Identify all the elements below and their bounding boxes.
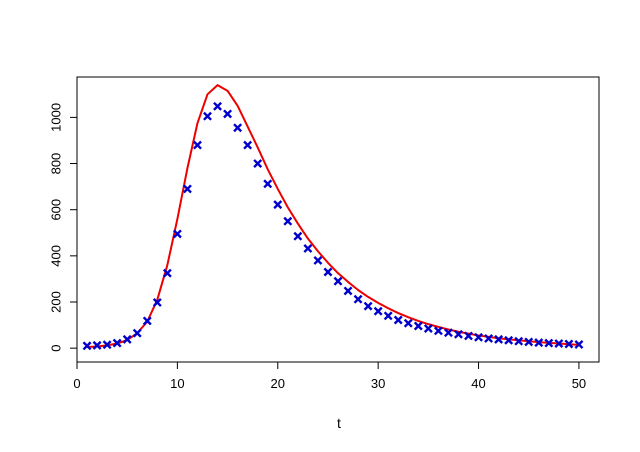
x-tick-label: 40 — [471, 376, 485, 391]
data-point — [132, 328, 142, 338]
data-point — [464, 331, 473, 341]
y-tick-label: 200 — [48, 291, 63, 313]
data-point — [243, 140, 253, 150]
data-point — [494, 334, 504, 344]
data-point — [393, 315, 403, 325]
data-point — [373, 306, 383, 316]
y-tick-label: 600 — [48, 199, 63, 221]
data-point — [413, 321, 423, 331]
data-point — [273, 200, 283, 210]
data-point — [313, 256, 323, 265]
x-axis: 0 10 20 30 40 50 — [73, 361, 586, 391]
x-tick-label: 0 — [73, 376, 80, 391]
data-point — [82, 341, 92, 351]
x-tick-label: 20 — [271, 376, 285, 391]
data-point — [122, 334, 132, 344]
data-point — [574, 340, 584, 349]
data-point — [162, 268, 172, 278]
data-point — [443, 328, 453, 338]
data-point — [383, 311, 393, 321]
data-point — [293, 231, 303, 241]
data-point — [514, 336, 524, 346]
data-point — [223, 109, 233, 119]
data-point — [213, 101, 222, 111]
data-point — [102, 340, 112, 350]
y-tick-label: 800 — [48, 153, 63, 175]
y-axis: 0 200 400 600 800 1000 — [48, 103, 78, 352]
fitted-line-path — [86, 84, 579, 348]
data-point — [193, 140, 202, 150]
data-point — [283, 216, 293, 226]
data-point — [112, 338, 122, 348]
x-axis-title: t — [337, 415, 341, 431]
data-point — [253, 159, 263, 168]
data-point — [504, 335, 514, 345]
data-point — [263, 179, 273, 189]
data-point — [182, 184, 192, 194]
data-point — [484, 334, 494, 343]
data-point — [233, 123, 243, 133]
fitted-line — [86, 84, 579, 348]
data-point — [433, 326, 443, 336]
y-tick-label: 1000 — [48, 103, 63, 132]
data-point — [323, 267, 333, 277]
data-point — [203, 111, 212, 121]
data-point — [454, 329, 463, 339]
data-point — [152, 298, 162, 307]
data-point — [303, 244, 313, 253]
x-tick-label: 30 — [371, 376, 385, 391]
data-point — [524, 337, 534, 347]
data-point — [92, 340, 102, 350]
x-tick-label: 50 — [572, 376, 586, 391]
y-tick-label: 0 — [48, 345, 63, 352]
plot-frame — [76, 76, 600, 363]
data-point — [564, 339, 574, 349]
data-point — [172, 229, 182, 239]
data-point — [343, 286, 353, 296]
data-point — [142, 316, 152, 326]
data-point — [423, 324, 433, 333]
data-point — [363, 301, 373, 311]
data-point — [403, 318, 413, 328]
data-point — [333, 276, 343, 286]
x-tick-label: 10 — [170, 376, 184, 391]
data-point — [554, 339, 564, 348]
data-point — [544, 338, 554, 348]
y-tick-label: 400 — [48, 245, 63, 267]
data-point — [474, 332, 483, 342]
data-point — [534, 338, 544, 348]
data-point — [353, 294, 363, 304]
data-points — [82, 101, 584, 351]
